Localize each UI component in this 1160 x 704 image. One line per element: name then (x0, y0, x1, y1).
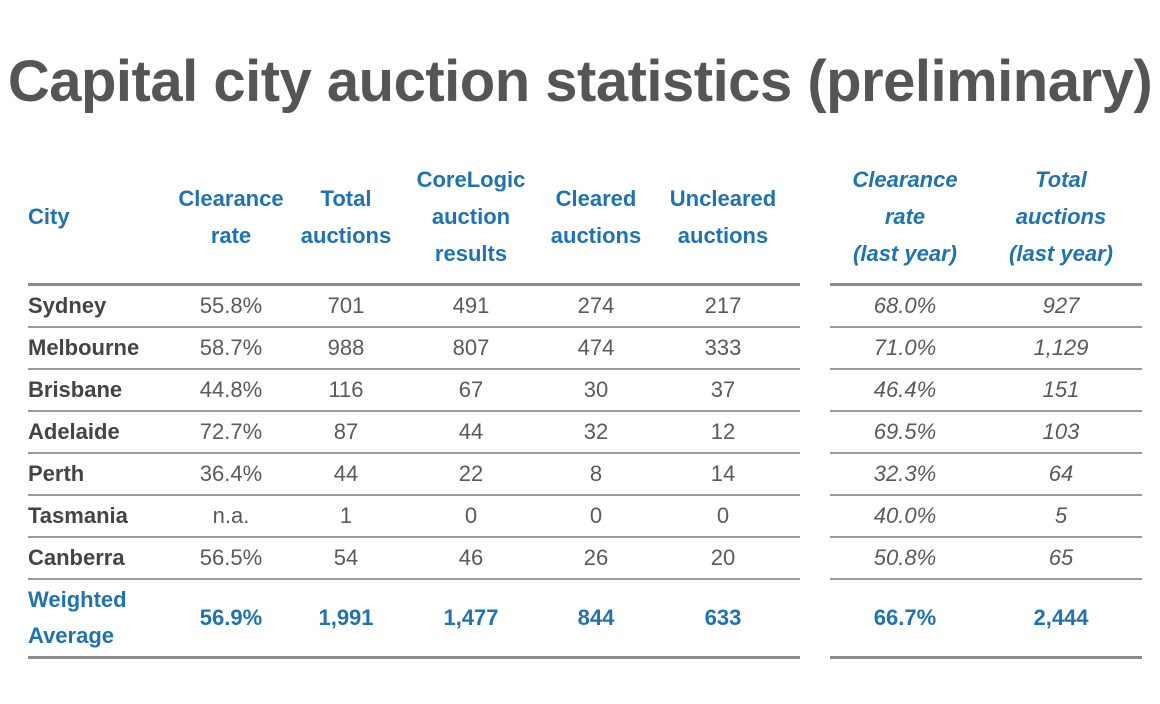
uncleared-auctions: 0 (716, 503, 730, 528)
clearance-rate-last-year: 40.0% (873, 503, 937, 528)
clearance-rate-last-year: 68.0% (873, 293, 937, 318)
avg-total-auctions-last-year: 2,444 (1033, 605, 1089, 630)
uncleared-auctions: 14 (710, 461, 736, 486)
header-city: City (28, 204, 70, 229)
avg-total-auctions: 1,991 (318, 605, 374, 630)
table-row: Adelaide 72.7% 87 44 32 12 (28, 412, 800, 454)
total-auctions-last-year: 64 (1048, 461, 1074, 486)
clearance-rate-last-year: 69.5% (873, 419, 937, 444)
clearance-rate-last-year: 46.4% (873, 377, 937, 402)
header-divider (830, 283, 1142, 286)
table-row: Brisbane 44.8% 116 67 30 37 (28, 370, 800, 412)
cleared-auctions: 0 (589, 503, 603, 528)
total-auctions-last-year: 151 (1042, 377, 1080, 402)
table-row: Canberra 56.5% 54 46 26 20 (28, 538, 800, 580)
cleared-auctions: 474 (577, 335, 615, 360)
weighted-average-row: 66.7% 2,444 (830, 580, 1142, 659)
total-auctions: 54 (333, 545, 359, 570)
header-cleared-auctions: Cleared auctions (550, 185, 642, 248)
total-auctions: 44 (333, 461, 359, 486)
city-name: Perth (28, 461, 85, 486)
table-row: 68.0% 927 (830, 286, 1142, 328)
total-auctions: 988 (327, 335, 365, 360)
avg-uncleared-auctions: 633 (704, 605, 742, 630)
table-row: Melbourne 58.7% 988 807 474 333 (28, 328, 800, 370)
clearance-rate-last-year: 32.3% (873, 461, 937, 486)
corelogic-results: 46 (458, 545, 484, 570)
total-auctions-last-year: 5 (1054, 503, 1068, 528)
header-clearance-rate-last-year: Clearance rate (last year) (852, 167, 958, 266)
corelogic-results: 0 (464, 503, 478, 528)
city-name: Sydney (28, 293, 107, 318)
corelogic-results: 44 (458, 419, 484, 444)
cleared-auctions: 8 (589, 461, 603, 486)
table-row: 46.4% 151 (830, 370, 1142, 412)
table-header: Clearance rate (last year) Total auction… (830, 150, 1142, 283)
table-row: Sydney 55.8% 701 491 274 217 (28, 286, 800, 328)
header-uncleared-auctions: Uncleared auctions (669, 185, 777, 248)
clearance-rate-last-year: 71.0% (873, 335, 937, 360)
last-year-table: Clearance rate (last year) Total auction… (830, 150, 1142, 659)
avg-clearance-rate-last-year: 66.7% (873, 605, 937, 630)
clearance-rate: n.a. (212, 503, 250, 528)
avg-corelogic-results: 1,477 (443, 605, 499, 630)
total-auctions-last-year: 1,129 (1033, 335, 1089, 360)
cleared-auctions: 274 (577, 293, 615, 318)
avg-cleared-auctions: 844 (577, 605, 615, 630)
total-auctions: 701 (327, 293, 365, 318)
clearance-rate: 55.8% (199, 293, 263, 318)
header-clearance-rate: Clearance rate (178, 185, 284, 248)
weighted-average-row: Weighted Average 56.9% 1,991 1,477 844 6… (28, 580, 800, 659)
total-auctions: 1 (339, 503, 353, 528)
total-auctions: 87 (333, 419, 359, 444)
uncleared-auctions: 20 (710, 545, 736, 570)
table-header: City Clearance rate Total auctions CoreL… (28, 150, 800, 283)
header-total-auctions: Total auctions (300, 185, 392, 248)
uncleared-auctions: 37 (710, 377, 736, 402)
clearance-rate-last-year: 50.8% (873, 545, 937, 570)
total-auctions: 116 (328, 377, 364, 402)
city-name: Adelaide (28, 419, 120, 444)
clearance-rate: 44.8% (199, 377, 263, 402)
table-row: 32.3% 64 (830, 454, 1142, 496)
cleared-auctions: 32 (583, 419, 609, 444)
total-auctions-last-year: 927 (1042, 293, 1080, 318)
table-row: 71.0% 1,129 (830, 328, 1142, 370)
uncleared-auctions: 12 (710, 419, 736, 444)
city-name: Melbourne (28, 335, 140, 360)
total-auctions-last-year: 103 (1042, 419, 1080, 444)
city-name: Brisbane (28, 377, 123, 402)
table-row: Perth 36.4% 44 22 8 14 (28, 454, 800, 496)
corelogic-results: 491 (452, 293, 490, 318)
header-total-auctions-last-year: Total auctions (last year) (1009, 167, 1113, 266)
city-name: Canberra (28, 545, 125, 570)
corelogic-results: 807 (452, 335, 490, 360)
header-divider (28, 283, 800, 286)
avg-clearance-rate: 56.9% (199, 605, 263, 630)
weighted-average-label: Weighted Average (28, 587, 127, 648)
table-row: 40.0% 5 (830, 496, 1142, 538)
header-corelogic-results: CoreLogic auction results (416, 167, 526, 266)
corelogic-results: 67 (458, 377, 484, 402)
clearance-rate: 58.7% (199, 335, 263, 360)
city-name: Tasmania (28, 503, 128, 528)
cleared-auctions: 30 (583, 377, 609, 402)
clearance-rate: 56.5% (199, 545, 263, 570)
page-title: Capital city auction statistics (prelimi… (7, 49, 1153, 114)
uncleared-auctions: 217 (704, 293, 742, 318)
cleared-auctions: 26 (583, 545, 609, 570)
table-row: Tasmania n.a. 1 0 0 0 (28, 496, 800, 538)
current-week-table: City Clearance rate Total auctions CoreL… (28, 150, 800, 659)
clearance-rate: 72.7% (199, 419, 263, 444)
corelogic-results: 22 (458, 461, 484, 486)
clearance-rate: 36.4% (199, 461, 263, 486)
table-row: 50.8% 65 (830, 538, 1142, 580)
total-auctions-last-year: 65 (1048, 545, 1074, 570)
uncleared-auctions: 333 (704, 335, 742, 360)
table-row: 69.5% 103 (830, 412, 1142, 454)
